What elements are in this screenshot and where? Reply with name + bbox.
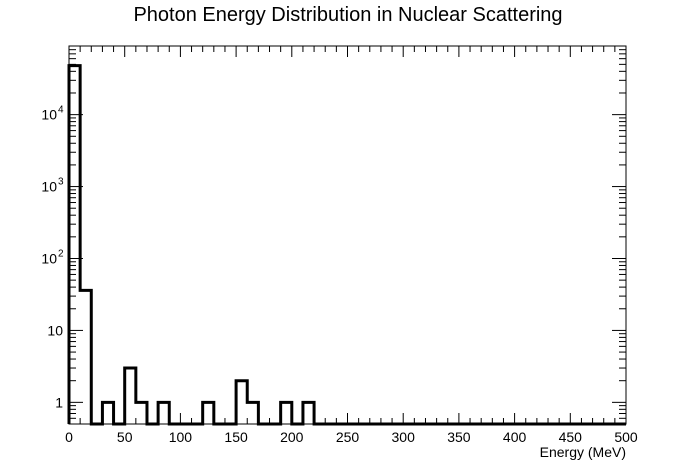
- chart-title: Photon Energy Distribution in Nuclear Sc…: [133, 4, 563, 26]
- x-axis-ticks: 0 50 100 150 200 250 300 350 400 450 500: [65, 46, 638, 445]
- y-tick-label: 10: [41, 107, 57, 123]
- x-tick-label: 150: [224, 429, 248, 445]
- y-tick-label: 1: [55, 394, 63, 410]
- y-tick-label: 10: [47, 322, 63, 338]
- x-tick-label: 250: [336, 429, 360, 445]
- histogram-step-line: [67, 64, 626, 426]
- x-tick-label: 350: [447, 429, 471, 445]
- x-tick-label: 200: [280, 429, 304, 445]
- x-tick-label: 450: [559, 429, 583, 445]
- x-tick-label: 500: [614, 429, 638, 445]
- y-tick-exponent: 4: [58, 105, 64, 116]
- y-tick-label: 10: [41, 179, 57, 195]
- x-axis-label: Energy (MeV): [540, 444, 626, 460]
- x-tick-label: 100: [169, 429, 193, 445]
- y-tick-label: 10: [41, 250, 57, 266]
- x-tick-label: 300: [392, 429, 416, 445]
- y-tick-exponent: 2: [58, 248, 64, 259]
- plot-frame: [68, 45, 627, 425]
- x-tick-label: 50: [117, 429, 133, 445]
- x-tick-label: 0: [65, 429, 73, 445]
- y-tick-exponent: 3: [58, 177, 64, 188]
- x-tick-label: 400: [503, 429, 527, 445]
